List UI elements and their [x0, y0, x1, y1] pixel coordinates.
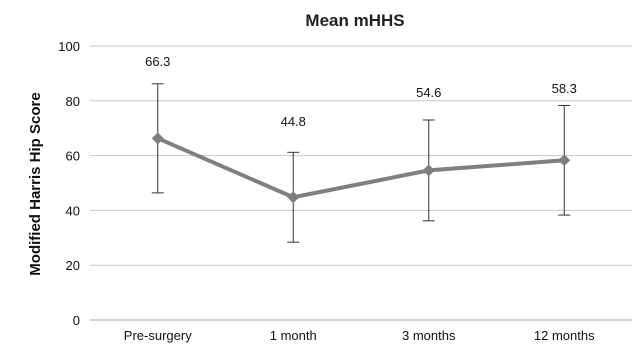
data-point-1 — [287, 191, 300, 204]
y-axis-label: Modified Harris Hip Score — [27, 92, 44, 275]
y-tick-labels: 0 20 40 60 80 100 — [58, 39, 80, 328]
data-points — [151, 132, 571, 204]
y-tick-label-80: 80 — [66, 94, 80, 109]
x-tick-label-0: Pre-surgery — [124, 328, 192, 343]
data-label-3: 58.3 — [552, 81, 577, 96]
y-tick-label-20: 20 — [66, 258, 80, 273]
data-point-0 — [151, 132, 164, 145]
x-tick-labels: Pre-surgery 1 month 3 months 12 months — [124, 328, 595, 343]
data-point-2 — [422, 164, 435, 177]
x-tick-label-1: 1 month — [270, 328, 317, 343]
data-point-3 — [558, 154, 571, 167]
data-label-2: 54.6 — [416, 85, 441, 100]
data-label-1: 44.8 — [281, 114, 306, 129]
data-label-0: 66.3 — [145, 54, 170, 69]
x-tick-label-2: 3 months — [402, 328, 456, 343]
chart-title: Mean mHHS — [305, 11, 404, 30]
gridlines — [90, 45, 632, 321]
series-line — [156, 136, 565, 200]
y-tick-label-40: 40 — [66, 203, 80, 218]
x-tick-label-3: 12 months — [534, 328, 595, 343]
data-labels: 66.3 44.8 54.6 58.3 — [145, 54, 577, 129]
y-tick-label-0: 0 — [73, 313, 80, 328]
y-tick-label-60: 60 — [66, 149, 80, 164]
series-polyline — [156, 136, 565, 200]
y-tick-label-100: 100 — [58, 39, 80, 54]
